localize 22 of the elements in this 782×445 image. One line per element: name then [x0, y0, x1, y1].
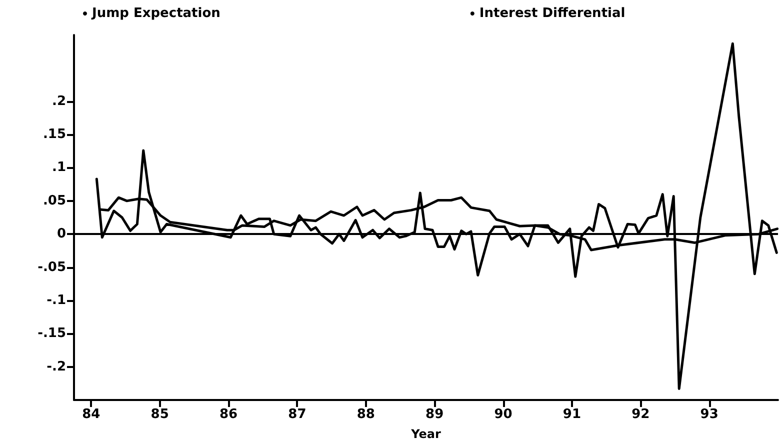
x-tick-label: 87	[288, 407, 306, 422]
x-tick-label: 91	[562, 407, 581, 422]
x-tick-label: 84	[82, 407, 100, 422]
x-tick-label: 89	[426, 407, 444, 422]
x-tick-label: 92	[632, 407, 650, 422]
y-tick-label: .2	[52, 94, 66, 109]
y-tick-label: 0	[56, 226, 66, 242]
legend-label: Interest Differential	[479, 6, 626, 21]
y-tick-label: .15	[42, 127, 66, 142]
y-tick-label: .05	[42, 193, 66, 208]
y-tick-label: .1	[52, 160, 66, 176]
legend-label: Jump Expectation	[91, 6, 220, 21]
y-tick-label: -.2	[46, 359, 66, 374]
x-tick-label: 93	[700, 407, 718, 422]
y-tick-label: -.15	[38, 326, 66, 342]
x-tick-label: 90	[494, 407, 512, 422]
y-tick-label: -.05	[38, 260, 66, 275]
y-tick-label: -.1	[46, 292, 66, 308]
x-tick-label: 88	[356, 407, 375, 422]
x-tick-label: 86	[219, 407, 238, 422]
x-tick-label: 85	[150, 407, 169, 422]
x-axis-title: Year	[410, 427, 441, 441]
